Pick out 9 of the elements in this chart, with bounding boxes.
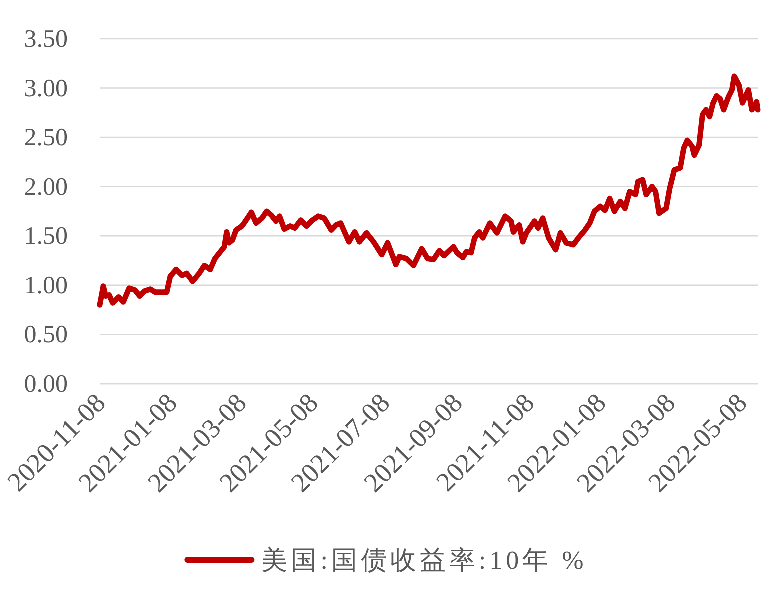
y-tick-label: 2.50 <box>24 124 68 152</box>
y-tick-label: 3.00 <box>24 75 68 102</box>
y-tick-label: 1.50 <box>24 223 68 250</box>
legend-label: 美国:国债收益率:10年 % <box>262 546 588 576</box>
y-tick-label: 3.50 <box>24 26 68 53</box>
y-tick-label: 0.00 <box>24 371 68 398</box>
y-tick-label: 0.50 <box>24 322 68 349</box>
y-tick-label: 1.00 <box>24 272 68 300</box>
y-tick-label: 2.00 <box>24 174 68 201</box>
